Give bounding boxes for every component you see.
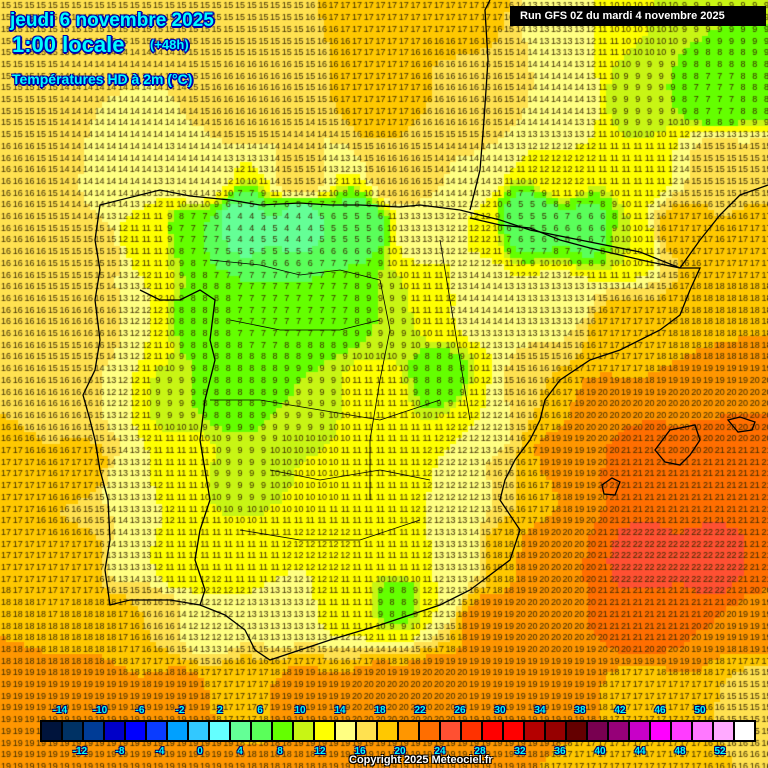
legend-swatch — [314, 721, 335, 741]
legend-label-bottom: 52 — [714, 746, 726, 757]
legend-label-bottom: 28 — [474, 746, 486, 757]
legend-swatch — [482, 721, 503, 741]
copyright-text: Copyright 2025 Meteociel.fr — [349, 754, 493, 766]
legend-swatch — [503, 721, 524, 741]
legend-swatch — [650, 721, 671, 741]
legend-label-top: 46 — [654, 705, 666, 716]
legend-swatch — [608, 721, 629, 741]
legend-label-bottom: 8 — [277, 746, 283, 757]
legend-swatch — [167, 721, 188, 741]
legend-swatch — [83, 721, 104, 741]
legend-label-bottom: 32 — [514, 746, 526, 757]
color-scale-legend — [40, 720, 756, 742]
legend-label-top: 38 — [574, 705, 586, 716]
legend-label-top: -14 — [52, 705, 68, 716]
legend-label-top: 26 — [454, 705, 466, 716]
legend-label-bottom: 40 — [594, 746, 606, 757]
legend-label-bottom: 4 — [237, 746, 243, 757]
legend-swatch — [587, 721, 608, 741]
legend-label-top: 14 — [334, 705, 346, 716]
legend-swatch — [104, 721, 125, 741]
legend-label-top: 34 — [534, 705, 546, 716]
legend-swatch — [272, 721, 293, 741]
legend-swatch — [398, 721, 419, 741]
legend-label-top: -10 — [92, 705, 108, 716]
legend-swatch — [251, 721, 272, 741]
legend-swatch — [62, 721, 83, 741]
legend-label-bottom: 24 — [434, 746, 446, 757]
legend-swatch — [125, 721, 146, 741]
legend-swatch — [146, 721, 167, 741]
legend-label-bottom: 20 — [394, 746, 406, 757]
legend-label-top: 42 — [614, 705, 626, 716]
legend-swatch — [692, 721, 713, 741]
legend-label-bottom: -4 — [155, 746, 165, 757]
legend-label-top: -2 — [175, 705, 185, 716]
legend-swatch — [188, 721, 209, 741]
legend-swatch — [356, 721, 377, 741]
legend-swatch — [440, 721, 461, 741]
legend-swatch — [524, 721, 545, 741]
legend-label-top: 18 — [374, 705, 386, 716]
run-info-banner: Run GFS 0Z du mardi 4 novembre 2025 — [510, 6, 766, 26]
legend-label-bottom: -12 — [72, 746, 88, 757]
legend-swatch — [545, 721, 566, 741]
parameter-title: Températures HD à 2m (°C) — [12, 71, 193, 87]
legend-swatch — [377, 721, 398, 741]
legend-swatch — [461, 721, 482, 741]
legend-swatch — [566, 721, 587, 741]
legend-swatch — [629, 721, 650, 741]
legend-swatch — [41, 721, 62, 741]
forecast-lead-time: (+48h) — [150, 37, 189, 52]
legend-label-bottom: 48 — [674, 746, 686, 757]
legend-label-top: 6 — [257, 705, 263, 716]
legend-label-top: 22 — [414, 705, 426, 716]
legend-swatch — [209, 721, 230, 741]
forecast-date: jeudi 6 novembre 2025 — [10, 10, 214, 31]
legend-swatch — [734, 721, 755, 741]
forecast-time: 1:00 locale — [12, 32, 125, 57]
legend-label-bottom: -8 — [115, 746, 125, 757]
legend-swatch — [713, 721, 734, 741]
legend-label-bottom: 0 — [197, 746, 203, 757]
legend-label-bottom: 16 — [354, 746, 366, 757]
legend-label-top: 10 — [294, 705, 306, 716]
legend-label-top: -6 — [135, 705, 145, 716]
legend-swatch — [335, 721, 356, 741]
legend-label-bottom: 44 — [634, 746, 646, 757]
legend-label-top: 50 — [694, 705, 706, 716]
legend-label-top: 30 — [494, 705, 506, 716]
legend-swatch — [230, 721, 251, 741]
legend-swatch — [419, 721, 440, 741]
legend-label-bottom: 36 — [554, 746, 566, 757]
legend-label-bottom: 12 — [314, 746, 326, 757]
legend-label-top: 2 — [217, 705, 223, 716]
legend-swatch — [671, 721, 692, 741]
legend-swatch — [293, 721, 314, 741]
